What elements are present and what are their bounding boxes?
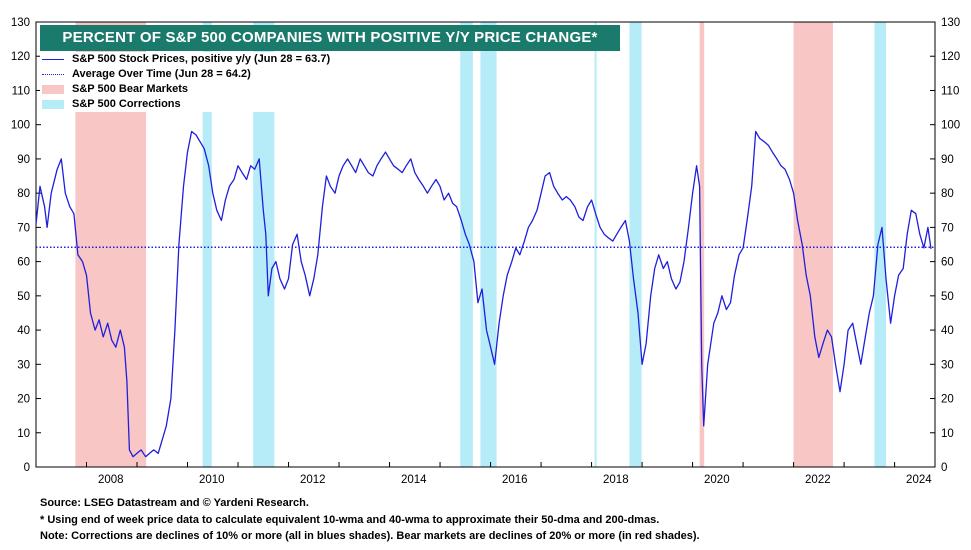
- y-tick-label-right: 30: [941, 359, 954, 371]
- y-axis-left: 0 10 20 30 40 50 60 70 80 90 100 110 120 130: [11, 17, 41, 474]
- correction-band: [202, 22, 212, 467]
- y-tick-label-left: 120: [11, 51, 30, 63]
- legend-line-swatch: [40, 52, 66, 67]
- y-tick-label-right: 110: [941, 85, 959, 97]
- legend-item-series: S&P 500 Stock Prices, positive y/y (Jun …: [40, 52, 370, 67]
- y-tick-label-right: 80: [941, 188, 954, 200]
- legend-label: S&P 500 Corrections: [72, 98, 181, 110]
- bear-market-band: [793, 22, 833, 467]
- correction-band: [629, 22, 642, 467]
- y-tick-label-left: 0: [24, 462, 30, 474]
- x-axis: 2008 2010 2012 2014 2016 2018 2020 2022 2024: [35, 462, 932, 486]
- legend-label: S&P 500 Stock Prices, positive y/y (Jun …: [72, 53, 331, 65]
- method-note: * Using end of week price data to calcul…: [40, 513, 660, 526]
- x-tick-label: 2014: [401, 474, 427, 486]
- plot-frame: [35, 21, 936, 468]
- y-tick-label-left: 20: [17, 394, 30, 406]
- x-tick-label: 2016: [502, 474, 528, 486]
- x-tick-label: 2024: [906, 474, 932, 486]
- legend-label: S&P 500 Bear Markets: [72, 83, 188, 95]
- y-tick-label-left: 50: [17, 291, 30, 303]
- y-tick-label-left: 100: [11, 120, 30, 132]
- y-tick-label-right: 10: [941, 428, 954, 440]
- legend-item-correction: S&P 500 Corrections: [40, 97, 370, 112]
- y-tick-label-right: 20: [941, 394, 954, 406]
- series-line-positive-yy: [35, 130, 932, 458]
- x-tick-label: 2022: [805, 474, 831, 486]
- x-tick-label: 2018: [603, 474, 629, 486]
- legend-item-average: Average Over Time (Jun 28 = 64.2): [40, 67, 370, 82]
- y-tick-label-left: 40: [17, 325, 30, 337]
- legend-item-bear: S&P 500 Bear Markets: [40, 82, 370, 97]
- y-tick-label-right: 40: [941, 325, 954, 337]
- definition-note: Note: Corrections are declines of 10% or…: [40, 530, 700, 542]
- footnotes: Source: LSEG Datastream and © Yardeni Re…: [40, 495, 700, 545]
- correction-band: [480, 22, 497, 467]
- legend-dotted-swatch: [40, 67, 66, 82]
- y-tick-label-right: 120: [941, 51, 960, 63]
- y-axis-right: 0 10 20 30 40 50 60 70 80 90 100 110 120 130: [930, 17, 960, 474]
- legend: S&P 500 Stock Prices, positive y/y (Jun …: [40, 52, 370, 112]
- y-tick-label-left: 130: [11, 17, 30, 29]
- y-tick-label-right: 60: [941, 257, 954, 269]
- legend-bear-swatch: [40, 82, 66, 97]
- correction-band: [253, 22, 275, 467]
- y-tick-label-left: 90: [17, 154, 30, 166]
- y-tick-label-left: 30: [17, 359, 30, 371]
- correction-band: [594, 22, 597, 467]
- y-tick-label-left: 70: [17, 222, 30, 234]
- y-tick-label-right: 90: [941, 154, 954, 166]
- x-tick-label: 2010: [199, 474, 225, 486]
- source-note: Source: LSEG Datastream and © Yardeni Re…: [40, 497, 309, 509]
- x-tick-label: 2020: [704, 474, 730, 486]
- correction-band: [874, 22, 887, 467]
- y-tick-label-right: 100: [941, 120, 960, 132]
- y-tick-label-left: 10: [17, 428, 30, 440]
- y-tick-label-right: 0: [941, 462, 947, 474]
- x-tick-label: 2008: [98, 474, 124, 486]
- y-tick-label-left: 80: [17, 188, 30, 200]
- bear-market-band: [699, 22, 705, 467]
- y-tick-label-right: 130: [941, 17, 960, 29]
- legend-correction-swatch: [40, 97, 66, 112]
- x-tick-label: 2012: [300, 474, 326, 486]
- chart-title: PERCENT OF S&P 500 COMPANIES WITH POSITI…: [40, 25, 620, 51]
- y-tick-label-right: 50: [941, 291, 954, 303]
- legend-label: Average Over Time (Jun 28 = 64.2): [72, 68, 251, 80]
- y-tick-label-left: 110: [12, 85, 30, 97]
- y-tick-label-left: 60: [17, 257, 30, 269]
- correction-band: [460, 22, 473, 467]
- y-tick-label-right: 70: [941, 222, 954, 234]
